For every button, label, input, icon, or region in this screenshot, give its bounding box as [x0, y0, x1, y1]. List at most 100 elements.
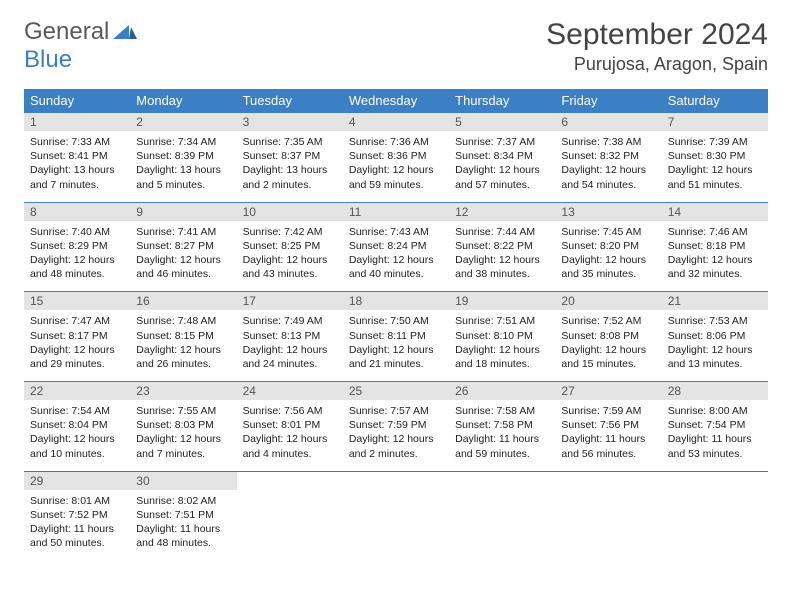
calendar-cell: 9Sunrise: 7:41 AMSunset: 8:27 PMDaylight…	[130, 202, 236, 292]
day-number: 4	[343, 113, 449, 131]
calendar-cell: 30Sunrise: 8:02 AMSunset: 7:51 PMDayligh…	[130, 471, 236, 560]
day-number: 26	[449, 382, 555, 400]
day-details: Sunrise: 7:55 AMSunset: 8:03 PMDaylight:…	[130, 400, 236, 471]
calendar-cell	[449, 471, 555, 560]
day-number: 28	[662, 382, 768, 400]
day-number: 22	[24, 382, 130, 400]
location: Purujosa, Aragon, Spain	[546, 54, 768, 75]
day-number: 16	[130, 292, 236, 310]
day-details: Sunrise: 7:44 AMSunset: 8:22 PMDaylight:…	[449, 221, 555, 292]
calendar-cell: 6Sunrise: 7:38 AMSunset: 8:32 PMDaylight…	[555, 113, 661, 203]
day-number: 13	[555, 203, 661, 221]
calendar-cell: 23Sunrise: 7:55 AMSunset: 8:03 PMDayligh…	[130, 382, 236, 472]
calendar-cell: 26Sunrise: 7:58 AMSunset: 7:58 PMDayligh…	[449, 382, 555, 472]
day-number: 5	[449, 113, 555, 131]
weekday-friday: Friday	[555, 89, 661, 113]
day-number: 9	[130, 203, 236, 221]
calendar-cell: 19Sunrise: 7:51 AMSunset: 8:10 PMDayligh…	[449, 292, 555, 382]
calendar-cell: 28Sunrise: 8:00 AMSunset: 7:54 PMDayligh…	[662, 382, 768, 472]
logo-text-blue: Blue	[24, 46, 72, 73]
day-details: Sunrise: 7:41 AMSunset: 8:27 PMDaylight:…	[130, 221, 236, 292]
calendar-cell: 22Sunrise: 7:54 AMSunset: 8:04 PMDayligh…	[24, 382, 130, 472]
day-number: 18	[343, 292, 449, 310]
calendar-cell: 13Sunrise: 7:45 AMSunset: 8:20 PMDayligh…	[555, 202, 661, 292]
day-details: Sunrise: 7:45 AMSunset: 8:20 PMDaylight:…	[555, 221, 661, 292]
calendar-cell: 3Sunrise: 7:35 AMSunset: 8:37 PMDaylight…	[237, 113, 343, 203]
calendar-cell: 10Sunrise: 7:42 AMSunset: 8:25 PMDayligh…	[237, 202, 343, 292]
calendar-cell: 21Sunrise: 7:53 AMSunset: 8:06 PMDayligh…	[662, 292, 768, 382]
day-details: Sunrise: 7:42 AMSunset: 8:25 PMDaylight:…	[237, 221, 343, 292]
day-number: 23	[130, 382, 236, 400]
day-details: Sunrise: 7:33 AMSunset: 8:41 PMDaylight:…	[24, 131, 130, 202]
calendar-week-row: 1Sunrise: 7:33 AMSunset: 8:41 PMDaylight…	[24, 113, 768, 203]
day-number: 27	[555, 382, 661, 400]
logo-triangle-icon	[113, 18, 139, 46]
day-details: Sunrise: 7:48 AMSunset: 8:15 PMDaylight:…	[130, 310, 236, 381]
weekday-sunday: Sunday	[24, 89, 130, 113]
day-details: Sunrise: 7:43 AMSunset: 8:24 PMDaylight:…	[343, 221, 449, 292]
calendar-cell: 14Sunrise: 7:46 AMSunset: 8:18 PMDayligh…	[662, 202, 768, 292]
logo: GeneralBlue	[24, 18, 139, 74]
day-details: Sunrise: 7:39 AMSunset: 8:30 PMDaylight:…	[662, 131, 768, 202]
title-block: September 2024 Purujosa, Aragon, Spain	[546, 18, 768, 75]
day-number: 19	[449, 292, 555, 310]
day-details: Sunrise: 7:34 AMSunset: 8:39 PMDaylight:…	[130, 131, 236, 202]
day-details: Sunrise: 7:36 AMSunset: 8:36 PMDaylight:…	[343, 131, 449, 202]
day-details: Sunrise: 7:54 AMSunset: 8:04 PMDaylight:…	[24, 400, 130, 471]
calendar-cell: 1Sunrise: 7:33 AMSunset: 8:41 PMDaylight…	[24, 113, 130, 203]
day-details: Sunrise: 7:57 AMSunset: 7:59 PMDaylight:…	[343, 400, 449, 471]
day-number: 14	[662, 203, 768, 221]
day-details: Sunrise: 8:01 AMSunset: 7:52 PMDaylight:…	[24, 490, 130, 561]
day-number: 30	[130, 472, 236, 490]
calendar-cell: 20Sunrise: 7:52 AMSunset: 8:08 PMDayligh…	[555, 292, 661, 382]
day-number: 8	[24, 203, 130, 221]
calendar-cell	[237, 471, 343, 560]
day-number: 7	[662, 113, 768, 131]
calendar-table: Sunday Monday Tuesday Wednesday Thursday…	[24, 89, 768, 560]
calendar-cell: 5Sunrise: 7:37 AMSunset: 8:34 PMDaylight…	[449, 113, 555, 203]
calendar-week-row: 15Sunrise: 7:47 AMSunset: 8:17 PMDayligh…	[24, 292, 768, 382]
day-number: 6	[555, 113, 661, 131]
day-details: Sunrise: 7:59 AMSunset: 7:56 PMDaylight:…	[555, 400, 661, 471]
weekday-monday: Monday	[130, 89, 236, 113]
day-number: 12	[449, 203, 555, 221]
day-number: 24	[237, 382, 343, 400]
day-number: 25	[343, 382, 449, 400]
day-details: Sunrise: 8:02 AMSunset: 7:51 PMDaylight:…	[130, 490, 236, 561]
weekday-header-row: Sunday Monday Tuesday Wednesday Thursday…	[24, 89, 768, 113]
day-number: 11	[343, 203, 449, 221]
day-details: Sunrise: 7:49 AMSunset: 8:13 PMDaylight:…	[237, 310, 343, 381]
day-details: Sunrise: 7:38 AMSunset: 8:32 PMDaylight:…	[555, 131, 661, 202]
weekday-wednesday: Wednesday	[343, 89, 449, 113]
day-details: Sunrise: 7:40 AMSunset: 8:29 PMDaylight:…	[24, 221, 130, 292]
day-number: 10	[237, 203, 343, 221]
header: GeneralBlue September 2024 Purujosa, Ara…	[24, 18, 768, 75]
calendar-cell: 16Sunrise: 7:48 AMSunset: 8:15 PMDayligh…	[130, 292, 236, 382]
calendar-cell: 27Sunrise: 7:59 AMSunset: 7:56 PMDayligh…	[555, 382, 661, 472]
calendar-cell: 12Sunrise: 7:44 AMSunset: 8:22 PMDayligh…	[449, 202, 555, 292]
day-number: 1	[24, 113, 130, 131]
calendar-week-row: 29Sunrise: 8:01 AMSunset: 7:52 PMDayligh…	[24, 471, 768, 560]
calendar-cell	[662, 471, 768, 560]
day-details: Sunrise: 7:47 AMSunset: 8:17 PMDaylight:…	[24, 310, 130, 381]
day-number: 17	[237, 292, 343, 310]
calendar-week-row: 8Sunrise: 7:40 AMSunset: 8:29 PMDaylight…	[24, 202, 768, 292]
calendar-cell: 17Sunrise: 7:49 AMSunset: 8:13 PMDayligh…	[237, 292, 343, 382]
day-details: Sunrise: 8:00 AMSunset: 7:54 PMDaylight:…	[662, 400, 768, 471]
day-number: 3	[237, 113, 343, 131]
calendar-week-row: 22Sunrise: 7:54 AMSunset: 8:04 PMDayligh…	[24, 382, 768, 472]
weekday-thursday: Thursday	[449, 89, 555, 113]
calendar-cell: 7Sunrise: 7:39 AMSunset: 8:30 PMDaylight…	[662, 113, 768, 203]
day-details: Sunrise: 7:56 AMSunset: 8:01 PMDaylight:…	[237, 400, 343, 471]
day-number: 20	[555, 292, 661, 310]
calendar-cell	[343, 471, 449, 560]
day-number: 2	[130, 113, 236, 131]
day-details: Sunrise: 7:35 AMSunset: 8:37 PMDaylight:…	[237, 131, 343, 202]
day-number: 29	[24, 472, 130, 490]
day-details: Sunrise: 7:37 AMSunset: 8:34 PMDaylight:…	[449, 131, 555, 202]
calendar-cell: 2Sunrise: 7:34 AMSunset: 8:39 PMDaylight…	[130, 113, 236, 203]
day-details: Sunrise: 7:46 AMSunset: 8:18 PMDaylight:…	[662, 221, 768, 292]
day-details: Sunrise: 7:58 AMSunset: 7:58 PMDaylight:…	[449, 400, 555, 471]
day-details: Sunrise: 7:50 AMSunset: 8:11 PMDaylight:…	[343, 310, 449, 381]
day-number: 15	[24, 292, 130, 310]
